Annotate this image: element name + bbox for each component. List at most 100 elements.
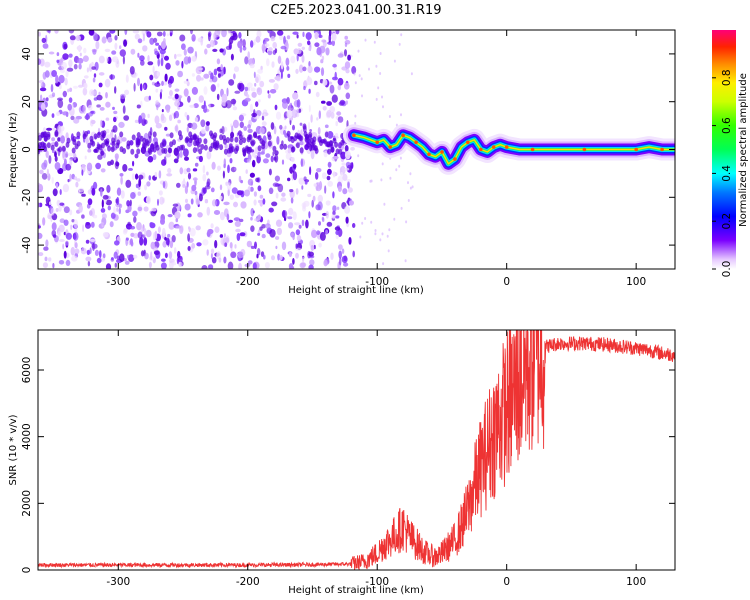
noise-dot — [268, 207, 274, 213]
noise-dot — [101, 36, 107, 44]
signal-hotspot — [414, 140, 418, 145]
noise-dot — [101, 199, 104, 209]
noise-dot — [250, 216, 253, 221]
noise-dot — [310, 114, 313, 123]
noise-dot — [133, 216, 137, 223]
noise-dot — [315, 91, 320, 98]
noise-dot — [68, 53, 73, 58]
noise-dot — [259, 194, 264, 199]
noise-dot — [274, 104, 278, 111]
y-tick-label: 20 — [21, 95, 33, 108]
noise-dot — [181, 144, 185, 151]
noise-dot — [57, 230, 62, 237]
noise-dot — [237, 82, 242, 90]
noise-dot — [314, 31, 319, 40]
noise-dot — [63, 43, 68, 50]
noise-dot — [107, 205, 112, 211]
noise-dot — [249, 63, 255, 69]
noise-dot — [341, 66, 348, 71]
noise-dot — [50, 207, 55, 216]
noise-dot — [225, 100, 232, 109]
noise-dot — [50, 144, 55, 151]
noise-dot — [262, 158, 269, 164]
noise-dot — [173, 247, 177, 254]
noise-dot — [387, 249, 390, 253]
x-tick-label: 100 — [626, 276, 646, 288]
noise-dot — [254, 218, 259, 222]
noise-dot — [44, 61, 51, 68]
noise-dot — [409, 186, 412, 190]
noise-dot — [238, 32, 242, 39]
noise-dot — [50, 84, 54, 93]
noise-dot — [110, 74, 113, 80]
noise-dot — [156, 71, 161, 77]
noise-dot — [326, 110, 332, 118]
noise-dot — [109, 30, 116, 34]
noise-dot — [114, 262, 118, 268]
noise-dot — [176, 151, 180, 160]
signal-hotspot — [427, 152, 431, 157]
noise-dot — [329, 84, 335, 94]
noise-dot — [279, 34, 284, 41]
noise-dot — [160, 218, 165, 225]
noise-dot — [229, 242, 233, 249]
noise-dot — [351, 66, 357, 75]
noise-dot — [202, 187, 207, 194]
noise-dot — [95, 162, 101, 170]
spectrogram-x-axis-label: Height of straight line (km) — [288, 285, 424, 296]
noise-dot — [232, 106, 238, 111]
noise-dot — [187, 95, 191, 103]
noise-dot — [208, 264, 214, 269]
noise-dot — [38, 58, 42, 65]
noise-dot — [89, 210, 93, 216]
noise-dot — [246, 136, 251, 143]
noise-dot — [152, 154, 157, 161]
noise-dot — [298, 64, 304, 73]
noise-dot — [247, 51, 250, 60]
noise-dot — [359, 235, 362, 239]
noise-dot — [89, 238, 96, 242]
noise-dot — [41, 37, 47, 44]
noise-dot — [332, 156, 339, 160]
noise-dot — [283, 35, 286, 45]
noise-dot — [255, 76, 259, 83]
colorbar-tick-label: 0.0 — [721, 261, 733, 278]
noise-dot — [267, 30, 273, 34]
noise-dot — [250, 140, 255, 147]
noise-dot — [219, 234, 224, 238]
noise-dot — [200, 119, 206, 128]
noise-dot — [332, 171, 336, 178]
noise-dot — [279, 254, 283, 261]
noise-dot — [344, 167, 350, 171]
noise-dot — [102, 253, 106, 259]
noise-dot — [281, 210, 288, 218]
noise-dot — [310, 244, 315, 251]
noise-dot — [42, 262, 49, 268]
signal-hotspot — [504, 145, 509, 149]
noise-dot — [239, 218, 244, 223]
noise-dot — [120, 190, 125, 199]
noise-dot — [89, 135, 94, 142]
noise-dot — [149, 74, 154, 81]
noise-dot — [261, 143, 266, 150]
noise-dot — [302, 31, 305, 37]
noise-dot — [151, 207, 157, 212]
noise-dot — [295, 68, 299, 74]
noise-dot — [188, 226, 191, 230]
noise-dot — [96, 143, 101, 150]
noise-dot — [110, 212, 116, 219]
noise-dot — [226, 213, 230, 221]
noise-dot — [165, 237, 170, 246]
noise-dot — [174, 110, 180, 119]
noise-dot — [393, 59, 396, 63]
noise-dot — [171, 261, 177, 266]
noise-dot — [152, 65, 155, 74]
noise-dot — [234, 136, 239, 143]
noise-dot — [189, 134, 194, 141]
noise-dot — [90, 119, 96, 125]
noise-dot — [219, 184, 223, 191]
noise-dot — [145, 229, 152, 238]
noise-dot — [196, 67, 203, 71]
